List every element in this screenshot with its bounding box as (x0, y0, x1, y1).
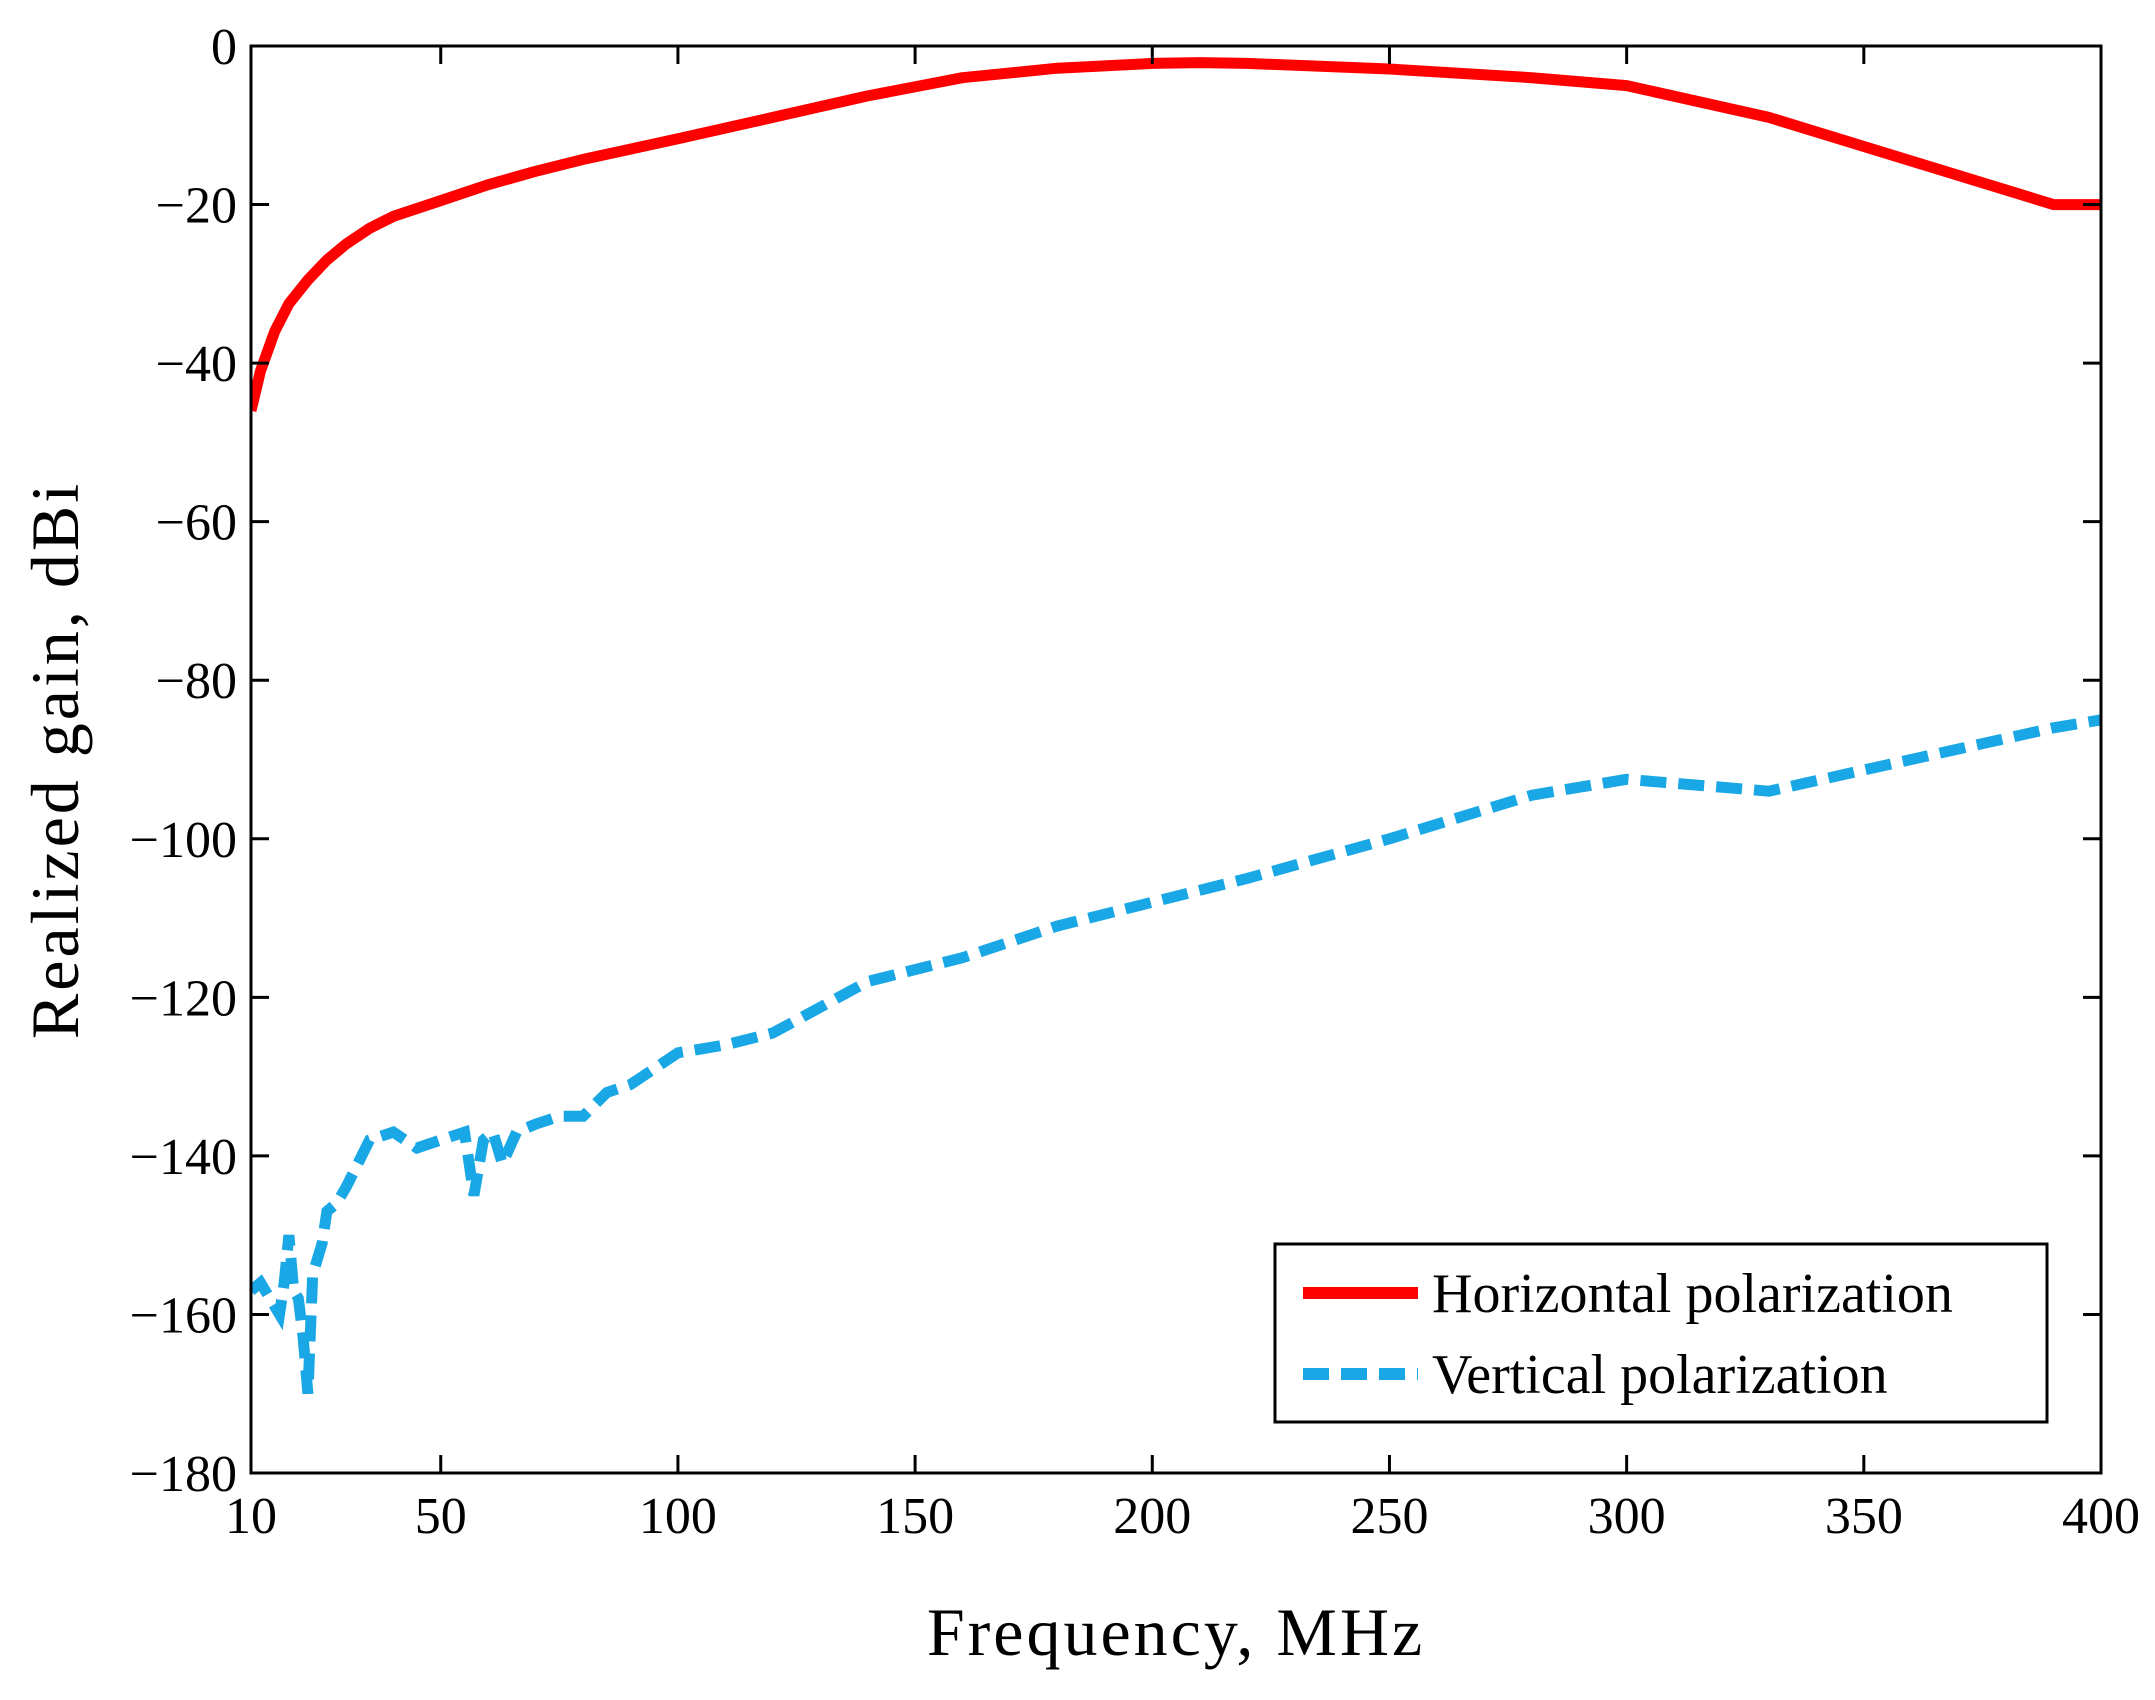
y-tick-label: −180 (130, 1446, 237, 1503)
y-tick-label: −20 (156, 178, 237, 235)
y-tick-label: −40 (156, 336, 237, 393)
x-tick-label: 300 (1588, 1488, 1666, 1545)
legend-label-vertical: Vertical polarization (1432, 1344, 1888, 1406)
x-tick-label: 200 (1113, 1488, 1191, 1545)
x-tick-label: 100 (639, 1488, 717, 1545)
y-tick-label: −120 (130, 970, 237, 1027)
axis-tick-labels: 10 50 100 150 200 250 300 350 400 0 −20 −40 −60 −80 −1… (130, 19, 2140, 1545)
y-tick-label: −140 (130, 1129, 237, 1186)
y-tick-label: −160 (130, 1287, 237, 1344)
y-tick-label: −100 (130, 812, 237, 869)
y-tick-label: −80 (156, 653, 237, 710)
x-axis-label: Frequency, MHz (927, 1594, 1425, 1670)
x-tick-label: 400 (2062, 1488, 2140, 1545)
plot-area-frame (249, 44, 2103, 1475)
x-tick-label: 250 (1350, 1488, 1428, 1545)
axis-ticks (249, 44, 2103, 1475)
x-tick-label: 50 (415, 1488, 467, 1545)
y-axis-label: Realized gain, dBi (17, 481, 93, 1039)
legend-label-horizontal: Horizontal polarization (1432, 1263, 1953, 1325)
y-tick-label: −60 (156, 495, 237, 552)
legend-box (1273, 1242, 2049, 1424)
series-line-vertical-polarization (251, 714, 2101, 1395)
x-tick-label: 150 (876, 1488, 954, 1545)
series-layer (251, 57, 2101, 1395)
legend: Horizontal polarization Vertical polariz… (1273, 1242, 2049, 1424)
series-line-horizontal-polarization (251, 57, 2101, 412)
y-tick-label: 0 (211, 19, 237, 76)
x-tick-label: 10 (225, 1488, 277, 1545)
x-tick-label: 350 (1825, 1488, 1903, 1545)
